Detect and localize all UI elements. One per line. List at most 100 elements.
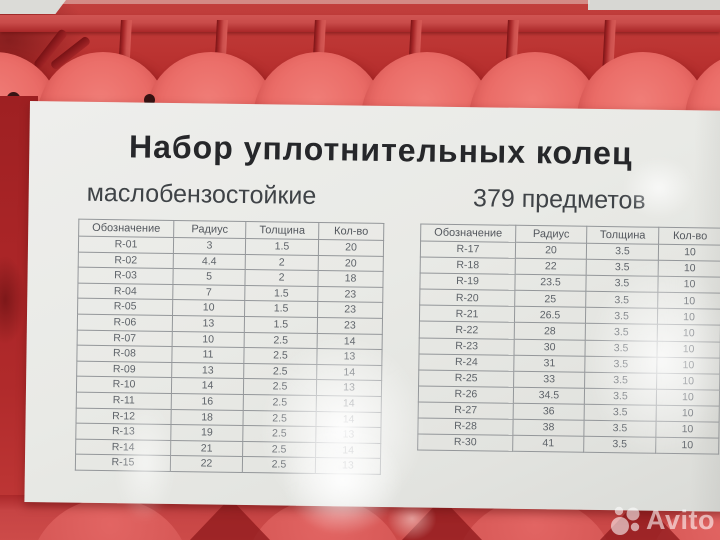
subtitle-row: маслобензостойкие 379 предметов — [29, 178, 720, 217]
table-cell: 3.5 — [585, 323, 658, 341]
table-cell: 2.5 — [243, 378, 317, 396]
column-header: Обозначение — [78, 219, 174, 238]
case-glint — [60, 0, 590, 4]
table-row: R-30 41 3.5 10 — [417, 434, 719, 455]
table-cell: 10 — [655, 421, 720, 439]
table-row: R-15 22 2.5 13 — [75, 454, 381, 475]
table-cell: 1.5 — [244, 285, 318, 302]
table-cell: 20 — [318, 255, 384, 272]
table-cell: 3.5 — [585, 307, 658, 325]
table-cell: R-20 — [419, 289, 515, 307]
table-cell: 3.5 — [584, 388, 657, 406]
table-cell: 2.5 — [243, 347, 318, 365]
material-subtitle: маслобензостойкие — [86, 178, 317, 211]
table-cell: 3 — [173, 237, 246, 255]
table-cell: 2.5 — [243, 394, 317, 412]
table-cell: 13 — [315, 426, 381, 444]
table-cell: 2.5 — [242, 410, 317, 427]
table-cell: 36 — [513, 403, 585, 421]
table-cell: 14 — [316, 364, 382, 381]
table-cell: 3.5 — [585, 275, 659, 293]
table-cell: R-11 — [76, 392, 172, 410]
table-cell: 2.5 — [244, 332, 318, 349]
avito-watermark: Avito — [610, 504, 715, 537]
table-cell: 25 — [514, 290, 586, 308]
table-cell: R-23 — [419, 337, 515, 355]
table-cell: R-09 — [76, 360, 172, 378]
table-cell: 10 — [657, 276, 720, 294]
table-cell: 20 — [515, 242, 587, 260]
avito-dots-icon — [611, 506, 640, 535]
column-header: Толщина — [245, 221, 319, 240]
table-cell: 30 — [514, 338, 586, 356]
label-sheet: Набор уплотнительных колец маслобензосто… — [24, 101, 720, 537]
table-cell: R-18 — [420, 257, 516, 275]
rings-table-right: Обозначение Радиус Толщина Кол-во R-17 20 3.5 1… — [417, 223, 720, 455]
table-cell: R-03 — [77, 267, 174, 285]
table-cell: R-24 — [418, 353, 515, 372]
table-cell: 23 — [317, 317, 383, 335]
table-cell: R-27 — [418, 401, 514, 420]
table-cell: 10 — [656, 405, 720, 423]
table-cell: R-07 — [77, 329, 173, 347]
column-header: Кол-во — [658, 227, 720, 246]
table-cell: 10 — [656, 340, 720, 358]
column-header: Радиус — [515, 225, 587, 244]
sheet-title: Набор уплотнительных колец — [128, 128, 633, 172]
table-cell: 10 — [657, 324, 720, 342]
table-cell: 20 — [318, 239, 384, 257]
tables-row: Обозначение Радиус Толщина Кол-во R-01 3 1.5 20… — [25, 218, 720, 480]
table-cell: 10 — [172, 331, 245, 348]
column-header: Толщина — [586, 226, 659, 245]
table-cell: 2.5 — [242, 441, 316, 458]
table-cell: 3.5 — [584, 339, 658, 357]
count-subtitle: 379 предметов — [472, 184, 646, 215]
table-cell: 14 — [317, 333, 383, 350]
table-cell: 13 — [316, 348, 383, 366]
table-cell: 18 — [170, 409, 244, 426]
table-cell: 1.5 — [244, 316, 318, 334]
table-cell: 10 — [656, 389, 720, 407]
table-cell: 10 — [656, 373, 720, 390]
table-cell: 23 — [317, 301, 383, 319]
table-cell: 2 — [245, 254, 319, 271]
column-header: Радиус — [173, 220, 246, 239]
table-cell: R-22 — [419, 321, 515, 339]
table-cell: 10 — [658, 244, 720, 262]
table-cell: 21 — [170, 440, 243, 457]
cap-hole — [144, 94, 155, 106]
table-cell: 3.5 — [584, 404, 657, 422]
table-cell: 13 — [315, 457, 381, 475]
table-cell: 14 — [316, 395, 382, 412]
table-cell: 33 — [513, 371, 585, 389]
table-cell: 10 — [172, 299, 245, 317]
table-cell: R-06 — [77, 314, 173, 332]
table-cell: 11 — [171, 346, 245, 364]
table-cell: R-12 — [76, 407, 172, 425]
table-cell: 13 — [316, 379, 382, 397]
table-cell: R-28 — [417, 417, 514, 436]
table-cell: R-08 — [76, 345, 173, 363]
table-cell: 2.5 — [243, 363, 317, 380]
table-cell: R-14 — [75, 438, 171, 456]
table-cell: 3.5 — [583, 420, 657, 438]
case-ridge — [0, 15, 720, 32]
table-cell: 22 — [515, 258, 587, 276]
table-cell: 18 — [317, 270, 384, 288]
table-cell: 10 — [656, 356, 720, 374]
table-cell: 13 — [172, 315, 245, 333]
table-cell: 14 — [315, 442, 381, 459]
table-cell: 5 — [172, 268, 246, 286]
table-cell: R-13 — [75, 423, 171, 441]
table-cell: 28 — [514, 322, 586, 340]
table-cell: 23.5 — [514, 274, 587, 292]
table-cell: 3.5 — [584, 355, 657, 374]
table-cell: 13 — [171, 362, 244, 379]
avito-text: Avito — [646, 505, 715, 535]
table-cell: 4.4 — [173, 253, 246, 270]
table-cell: 14 — [315, 411, 382, 428]
table-cell: 2 — [244, 269, 319, 287]
table-cell: R-02 — [78, 251, 174, 269]
table-cell: 3.5 — [583, 436, 656, 454]
